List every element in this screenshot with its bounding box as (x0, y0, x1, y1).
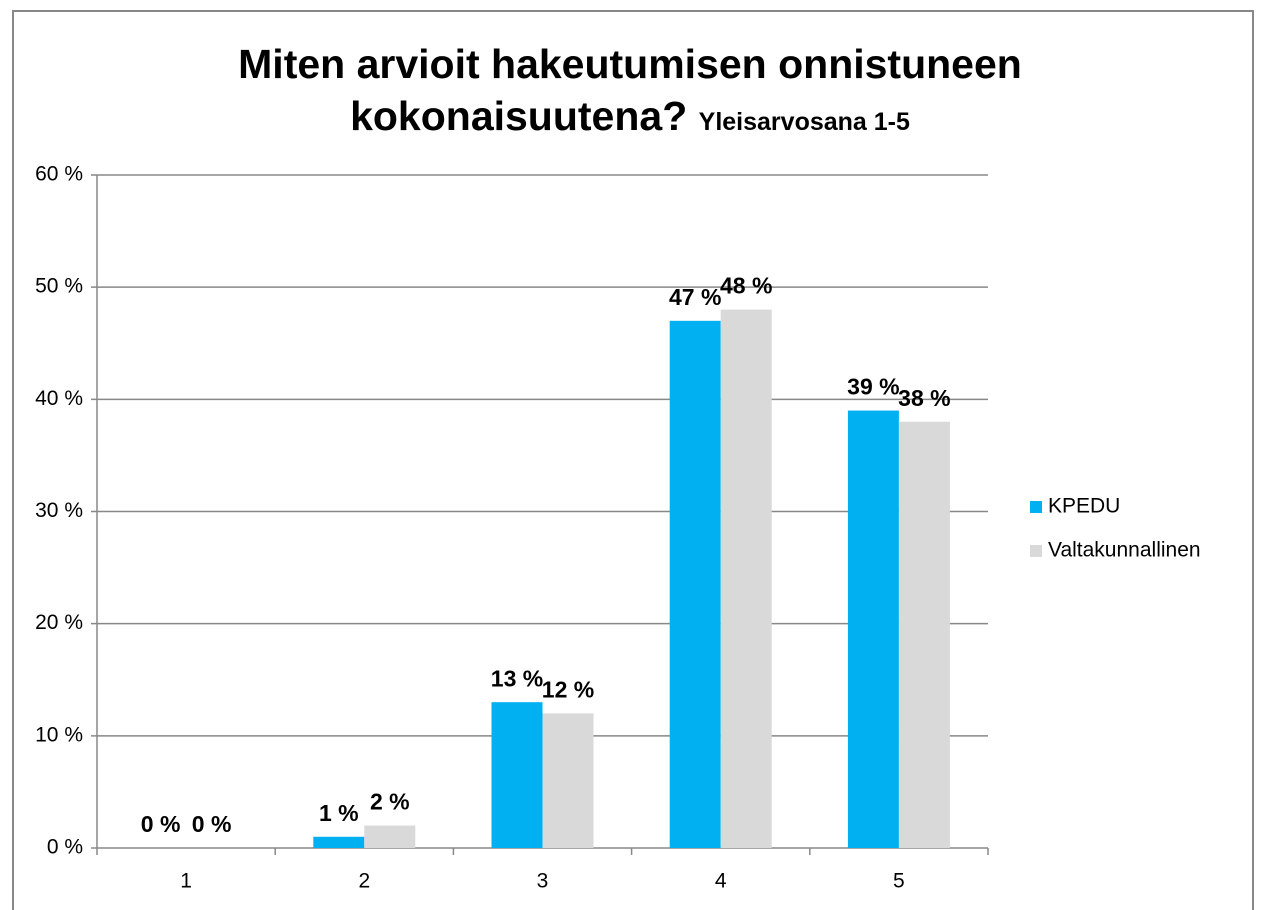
chart-title: Miten arvioit hakeutumisen onnistuneen k… (238, 41, 1022, 139)
legend-label: Valtakunnallinen (1048, 539, 1201, 562)
bar (898, 421, 950, 848)
bar (542, 713, 594, 848)
y-tick-label: 10 % (35, 723, 83, 746)
bar (313, 836, 365, 848)
legend-swatch (1030, 501, 1042, 513)
y-tick-label: 20 % (35, 611, 83, 634)
legend-swatch (1030, 545, 1042, 557)
value-label: 38 % (898, 385, 950, 411)
value-label: 2 % (370, 789, 410, 815)
y-tick-label: 30 % (35, 499, 83, 522)
value-label: 39 % (847, 374, 899, 400)
y-tick-label: 0 % (47, 836, 83, 859)
bar (847, 410, 899, 848)
chart-title-block: Miten arvioit hakeutumisen onnistuneen k… (160, 38, 1100, 148)
value-label: 13 % (491, 665, 543, 691)
y-tick-label: 50 % (35, 275, 83, 298)
x-tick-label: 2 (358, 870, 370, 893)
bar (364, 825, 416, 848)
chart-frame (12, 10, 1254, 910)
value-label: 47 % (669, 284, 721, 310)
x-tick-label: 1 (180, 870, 192, 893)
bar (720, 309, 772, 849)
y-tick-label: 60 % (35, 163, 83, 186)
value-label: 0 % (192, 811, 232, 837)
y-tick-label: 40 % (35, 387, 83, 410)
chart-subtitle: Yleisarvosana 1-5 (698, 108, 910, 136)
value-label: 1 % (319, 800, 359, 826)
value-label: 0 % (141, 811, 181, 837)
value-label: 48 % (720, 273, 772, 299)
legend-label: KPEDU (1048, 495, 1120, 518)
value-label: 12 % (542, 676, 594, 702)
x-tick-label: 5 (893, 870, 905, 893)
bar (669, 320, 721, 849)
x-tick-label: 3 (537, 870, 549, 893)
bar (491, 702, 543, 848)
x-tick-label: 4 (715, 870, 727, 893)
